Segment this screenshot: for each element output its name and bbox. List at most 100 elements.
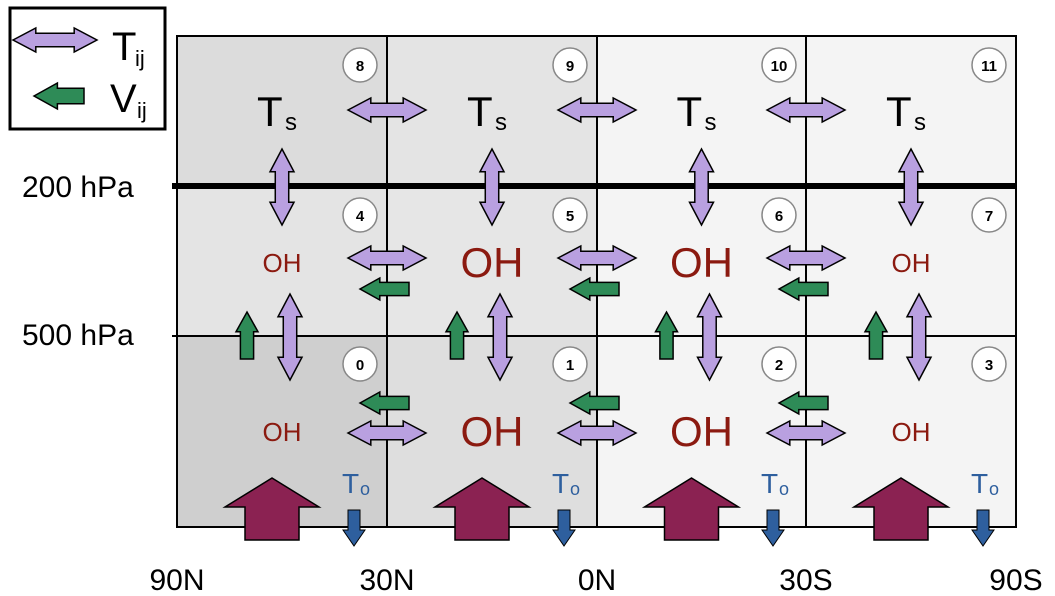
horizontal-transport-arrow-mid xyxy=(346,244,428,272)
surface-temp-sub: o xyxy=(570,479,580,499)
oh-label-mid: OH xyxy=(892,248,931,278)
legend-mixing-arrow-shape xyxy=(32,81,85,111)
box-id-6: 6 xyxy=(775,208,783,225)
oh-label-low: OH xyxy=(892,417,931,447)
stratosphere-temp-label: T xyxy=(886,88,912,135)
vertical-mixing-arrow xyxy=(234,310,260,360)
box-id-9: 9 xyxy=(566,58,574,75)
vertical-mixing-arrow xyxy=(863,310,889,360)
vertical-transport-arrow-lower xyxy=(276,292,304,382)
box-id-10-circle xyxy=(761,47,797,83)
box-id-0-circle xyxy=(342,346,378,382)
pressure-label-500: 500 hPa xyxy=(22,319,134,352)
oh-label-mid: OH xyxy=(670,239,733,286)
box-id-1-circle xyxy=(552,346,588,382)
vertical-transport-arrow-lower xyxy=(696,292,723,382)
box-id-4: 4 xyxy=(356,208,365,225)
horizontal-mixing-arrow-low xyxy=(777,390,829,416)
horizontal-transport-arrow-upper xyxy=(346,96,428,124)
box-id-6-circle xyxy=(761,197,797,233)
surface-sink-arrow xyxy=(342,509,366,547)
vertical-mixing-arrow xyxy=(654,310,679,360)
surface-temp-sub: o xyxy=(989,479,999,499)
box-id-8: 8 xyxy=(356,58,364,75)
box-id-3-circle xyxy=(971,346,1007,382)
oh-label-low: OH xyxy=(263,417,302,447)
latitude-label-0n: 0N xyxy=(578,564,616,596)
oh-label-low: OH xyxy=(670,408,733,455)
horizontal-transport-arrow-upper xyxy=(556,96,638,124)
legend-mixing-arrow xyxy=(32,81,85,111)
legend-transport-arrow-shape xyxy=(11,26,99,54)
oh-label-low: OH xyxy=(461,408,524,455)
box-id-10: 10 xyxy=(771,58,788,75)
box-id-2: 2 xyxy=(775,357,783,374)
legend-mixing-label: V xyxy=(110,77,137,121)
horizontal-transport-arrow-low xyxy=(556,419,638,447)
stratosphere-temp-sub: s xyxy=(705,109,717,136)
horizontal-transport-arrow-mid xyxy=(556,244,638,272)
latitude-label-30s: 30S xyxy=(779,564,832,596)
box-id-3: 3 xyxy=(985,357,993,374)
horizontal-transport-arrow-mid xyxy=(765,244,847,272)
horizontal-transport-arrow-low xyxy=(346,419,428,447)
surface-emission-arrow xyxy=(851,477,951,541)
box-id-7-circle xyxy=(971,197,1007,233)
horizontal-transport-arrow-low xyxy=(765,419,847,447)
box-id-4-circle xyxy=(342,197,378,233)
legend-transport-label: T xyxy=(112,25,136,69)
box-id-5-circle xyxy=(552,197,588,233)
latitude-label-90n: 90N xyxy=(149,564,204,596)
surface-emission-arrow xyxy=(222,477,322,541)
surface-temp-label: T xyxy=(552,468,569,499)
legend-mixing-sub: ij xyxy=(137,98,147,123)
vertical-transport-arrow-upper xyxy=(268,147,296,227)
stratosphere-temp-sub: s xyxy=(914,109,926,136)
latitude-label-90s: 90S xyxy=(989,564,1042,596)
pressure-label-200: 200 hPa xyxy=(22,171,134,204)
legend-transport-arrow xyxy=(11,26,99,54)
box-id-9-circle xyxy=(552,47,588,83)
box-id-5: 5 xyxy=(566,208,574,225)
latitude-label-30n: 30N xyxy=(359,564,414,596)
vertical-transport-arrow-upper xyxy=(897,147,925,227)
stratosphere-temp-sub: s xyxy=(495,109,507,136)
horizontal-transport-arrow-upper xyxy=(765,96,847,124)
legend: T ij V ij xyxy=(8,6,167,131)
horizontal-mixing-arrow-mid xyxy=(358,276,410,302)
legend-transport-sub: ij xyxy=(135,46,145,71)
surface-temp-sub: o xyxy=(360,479,370,499)
stratosphere-temp-label: T xyxy=(467,88,493,135)
vertical-transport-arrow-lower xyxy=(905,292,933,382)
box-id-7: 7 xyxy=(985,208,993,225)
vertical-transport-arrow-upper xyxy=(688,147,715,227)
vertical-mixing-arrow xyxy=(444,310,470,360)
surface-emission-arrow xyxy=(641,477,742,541)
surface-sink-arrow xyxy=(971,509,995,547)
stratosphere-temp-label: T xyxy=(677,88,703,135)
box-id-11-circle xyxy=(971,47,1007,83)
horizontal-mixing-arrow-low xyxy=(358,390,410,416)
vertical-transport-arrow-lower xyxy=(486,292,514,382)
box-id-0: 0 xyxy=(356,357,364,374)
box-id-8-circle xyxy=(342,47,378,83)
box-id-2-circle xyxy=(761,346,797,382)
surface-sink-arrow xyxy=(552,509,576,547)
horizontal-mixing-arrow-mid xyxy=(568,276,620,302)
surface-emission-arrow xyxy=(432,477,532,541)
horizontal-mixing-arrow-mid xyxy=(777,276,829,302)
surface-temp-label: T xyxy=(761,468,778,499)
box-contents: 8 T s 4 OH 0 OH T o 9 T s 5 OH 1 OH T o 10 T s 6 OH 2 OH T o 11 T s 7 O… xyxy=(222,47,1007,547)
surface-sink-arrow xyxy=(761,509,785,547)
surface-temp-label: T xyxy=(971,468,988,499)
box-id-11: 11 xyxy=(981,58,997,75)
oh-label-mid: OH xyxy=(461,239,524,286)
oh-label-mid: OH xyxy=(263,248,302,278)
box-id-1: 1 xyxy=(566,357,574,374)
surface-temp-sub: o xyxy=(779,479,789,499)
vertical-transport-arrow-upper xyxy=(478,147,506,227)
stratosphere-temp-label: T xyxy=(257,88,283,135)
horizontal-mixing-arrow-low xyxy=(568,390,620,416)
stratosphere-temp-sub: s xyxy=(285,109,297,136)
